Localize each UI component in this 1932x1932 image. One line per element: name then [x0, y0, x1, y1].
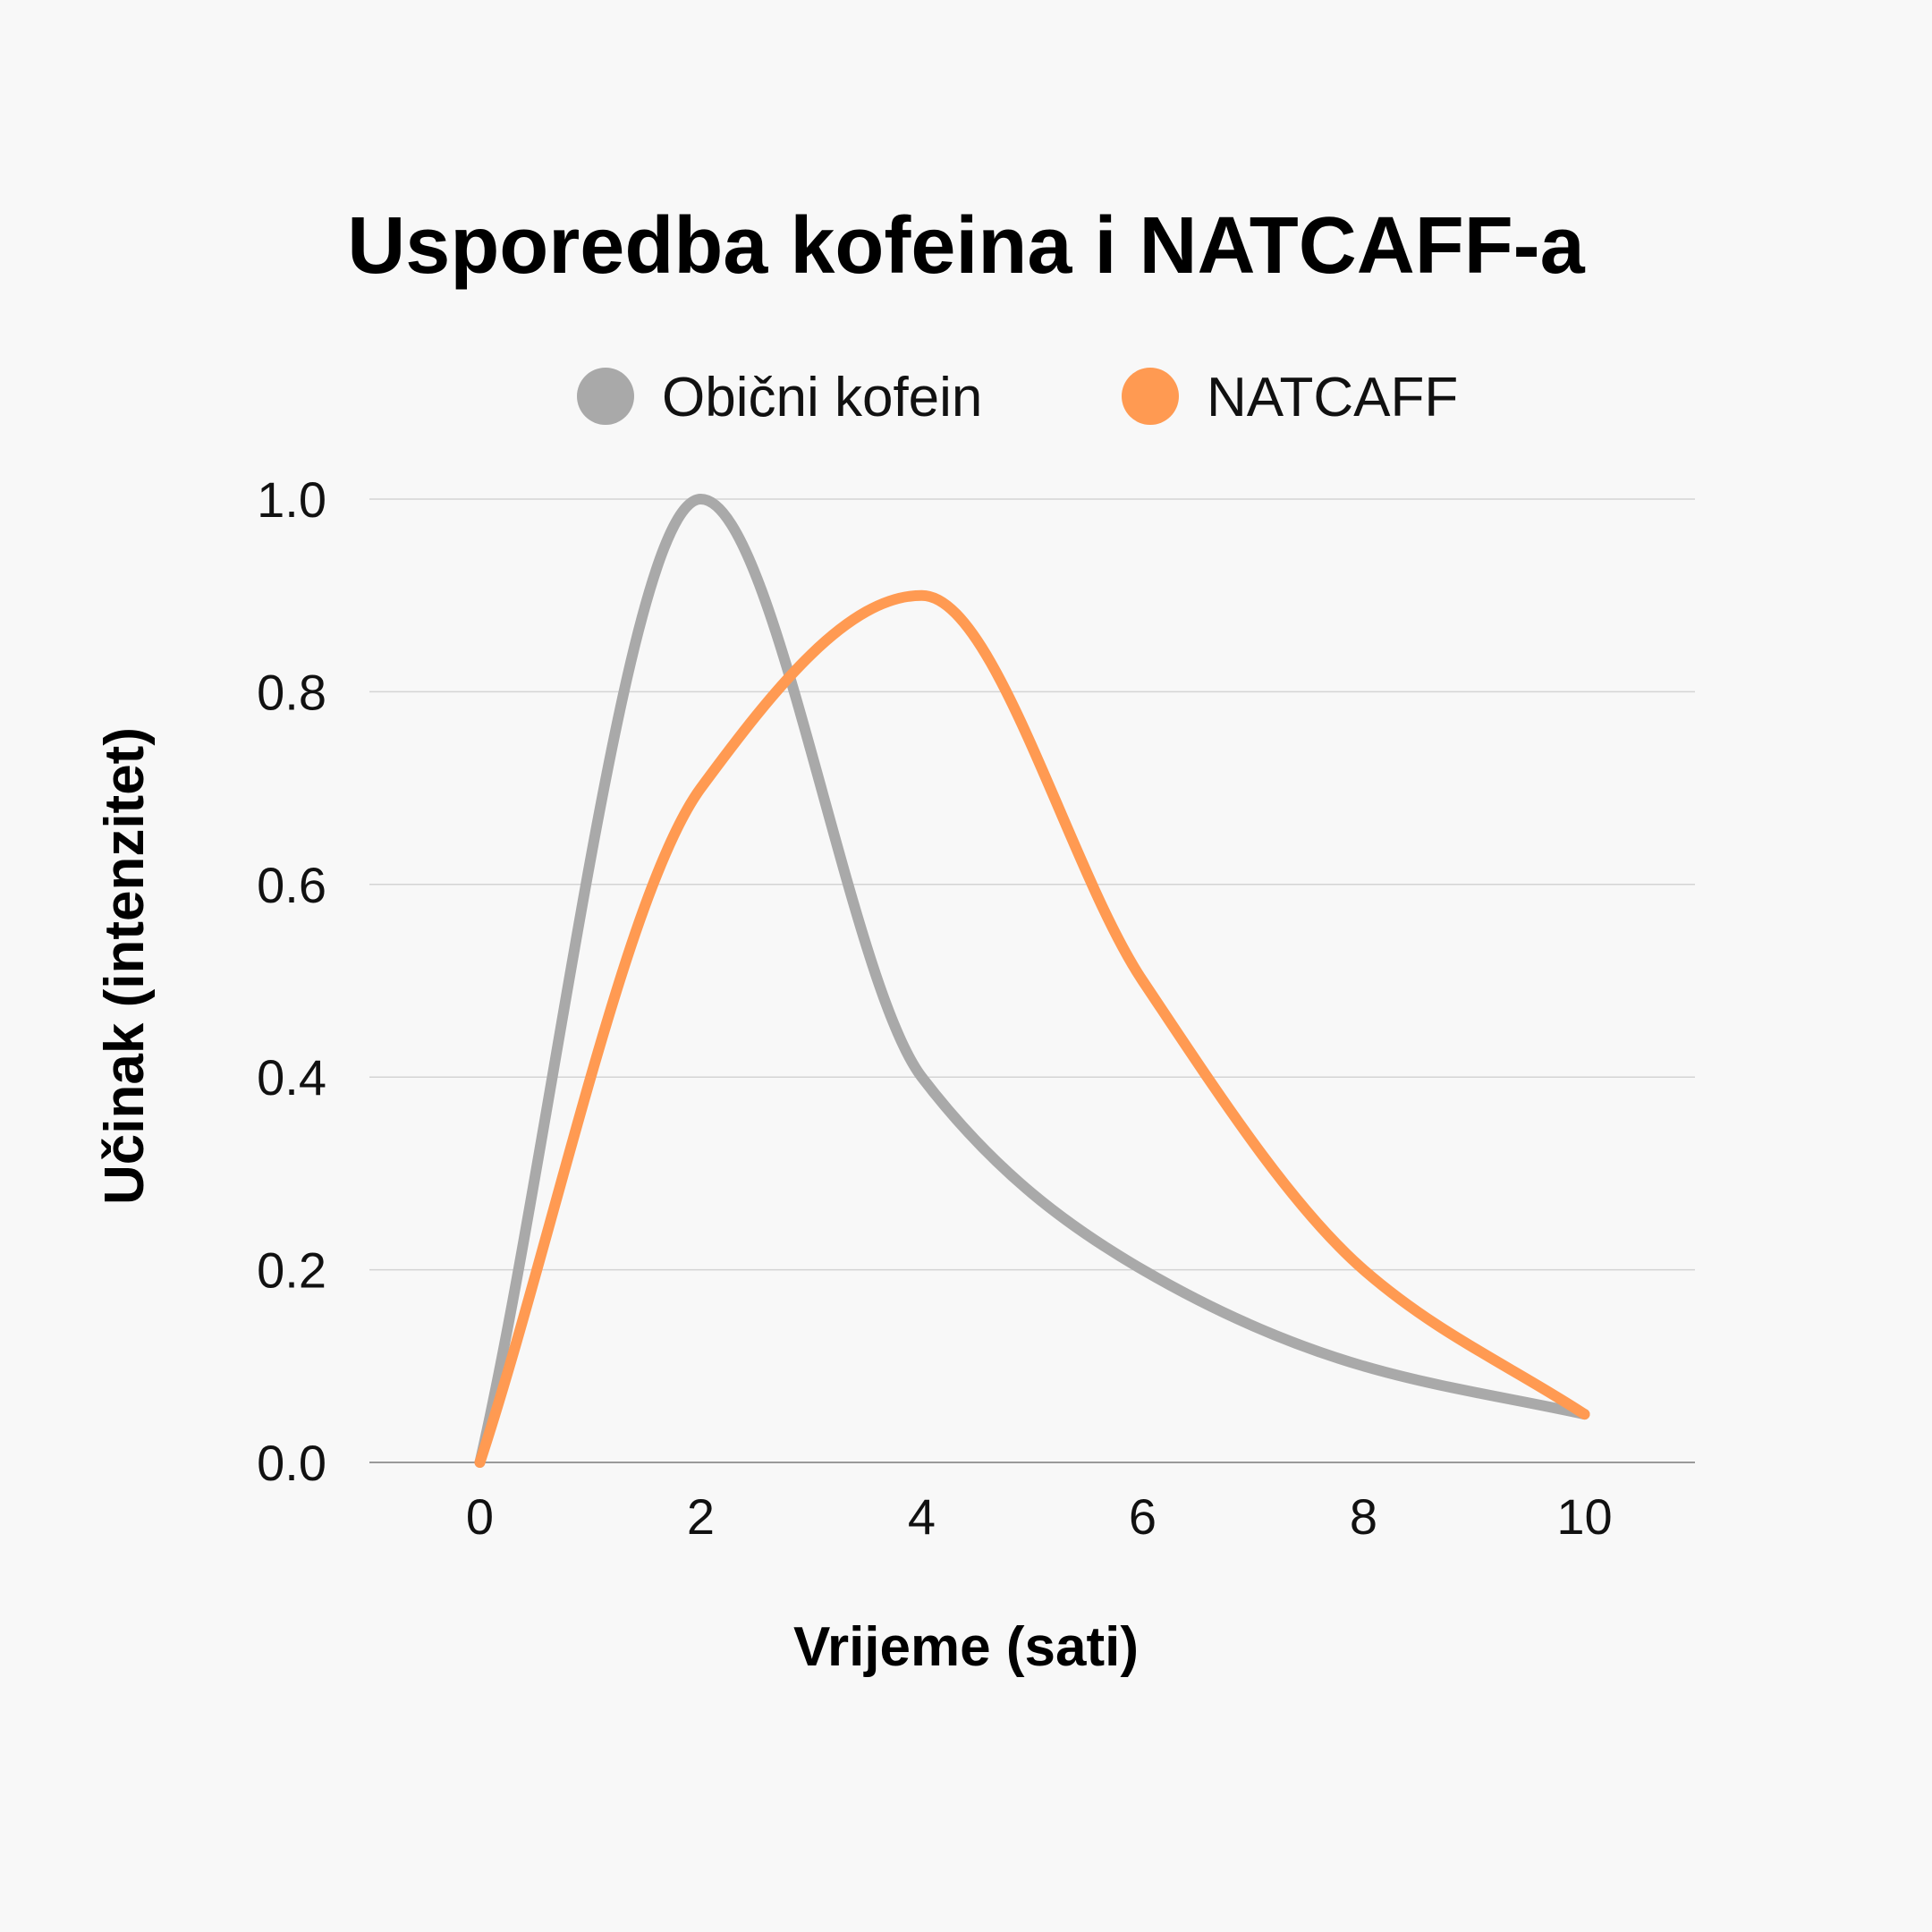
x-axis-title: Vrijeme (sati) [793, 1616, 1139, 1678]
y-tick-label: 0.8 [257, 664, 326, 720]
legend-label: Obični kofein [662, 367, 982, 428]
series-line-natcaff [474, 589, 1590, 1468]
x-axis-ticks: 0 2 4 6 8 10 [466, 1488, 1613, 1545]
y-tick-label: 1.0 [257, 471, 326, 528]
x-tick-label: 4 [908, 1488, 936, 1545]
x-tick-label: 0 [466, 1488, 494, 1545]
y-tick-label: 0.4 [257, 1049, 326, 1106]
y-tick-label: 0.0 [257, 1435, 326, 1491]
x-tick-label: 6 [1129, 1488, 1157, 1545]
chart-title: Usporedba kofeina i NATCAFF-a [347, 201, 1585, 291]
y-axis-title: Učinak (intenzitet) [94, 727, 156, 1205]
x-tick-label: 2 [687, 1488, 715, 1545]
legend-label: NATCAFF [1207, 367, 1458, 428]
x-tick-label: 10 [1556, 1488, 1612, 1545]
y-tick-label: 0.2 [257, 1242, 326, 1299]
legend-marker [1122, 368, 1179, 425]
legend-marker [577, 368, 634, 425]
y-axis-ticks: 0.0 0.2 0.4 0.6 0.8 1.0 [257, 471, 326, 1491]
y-tick-label: 0.6 [257, 857, 326, 913]
series-layer [474, 494, 1590, 1468]
x-tick-label: 8 [1350, 1488, 1377, 1545]
series-line-obicni-kofein [474, 494, 1590, 1468]
legend: Obični kofein NATCAFF [577, 367, 1458, 428]
